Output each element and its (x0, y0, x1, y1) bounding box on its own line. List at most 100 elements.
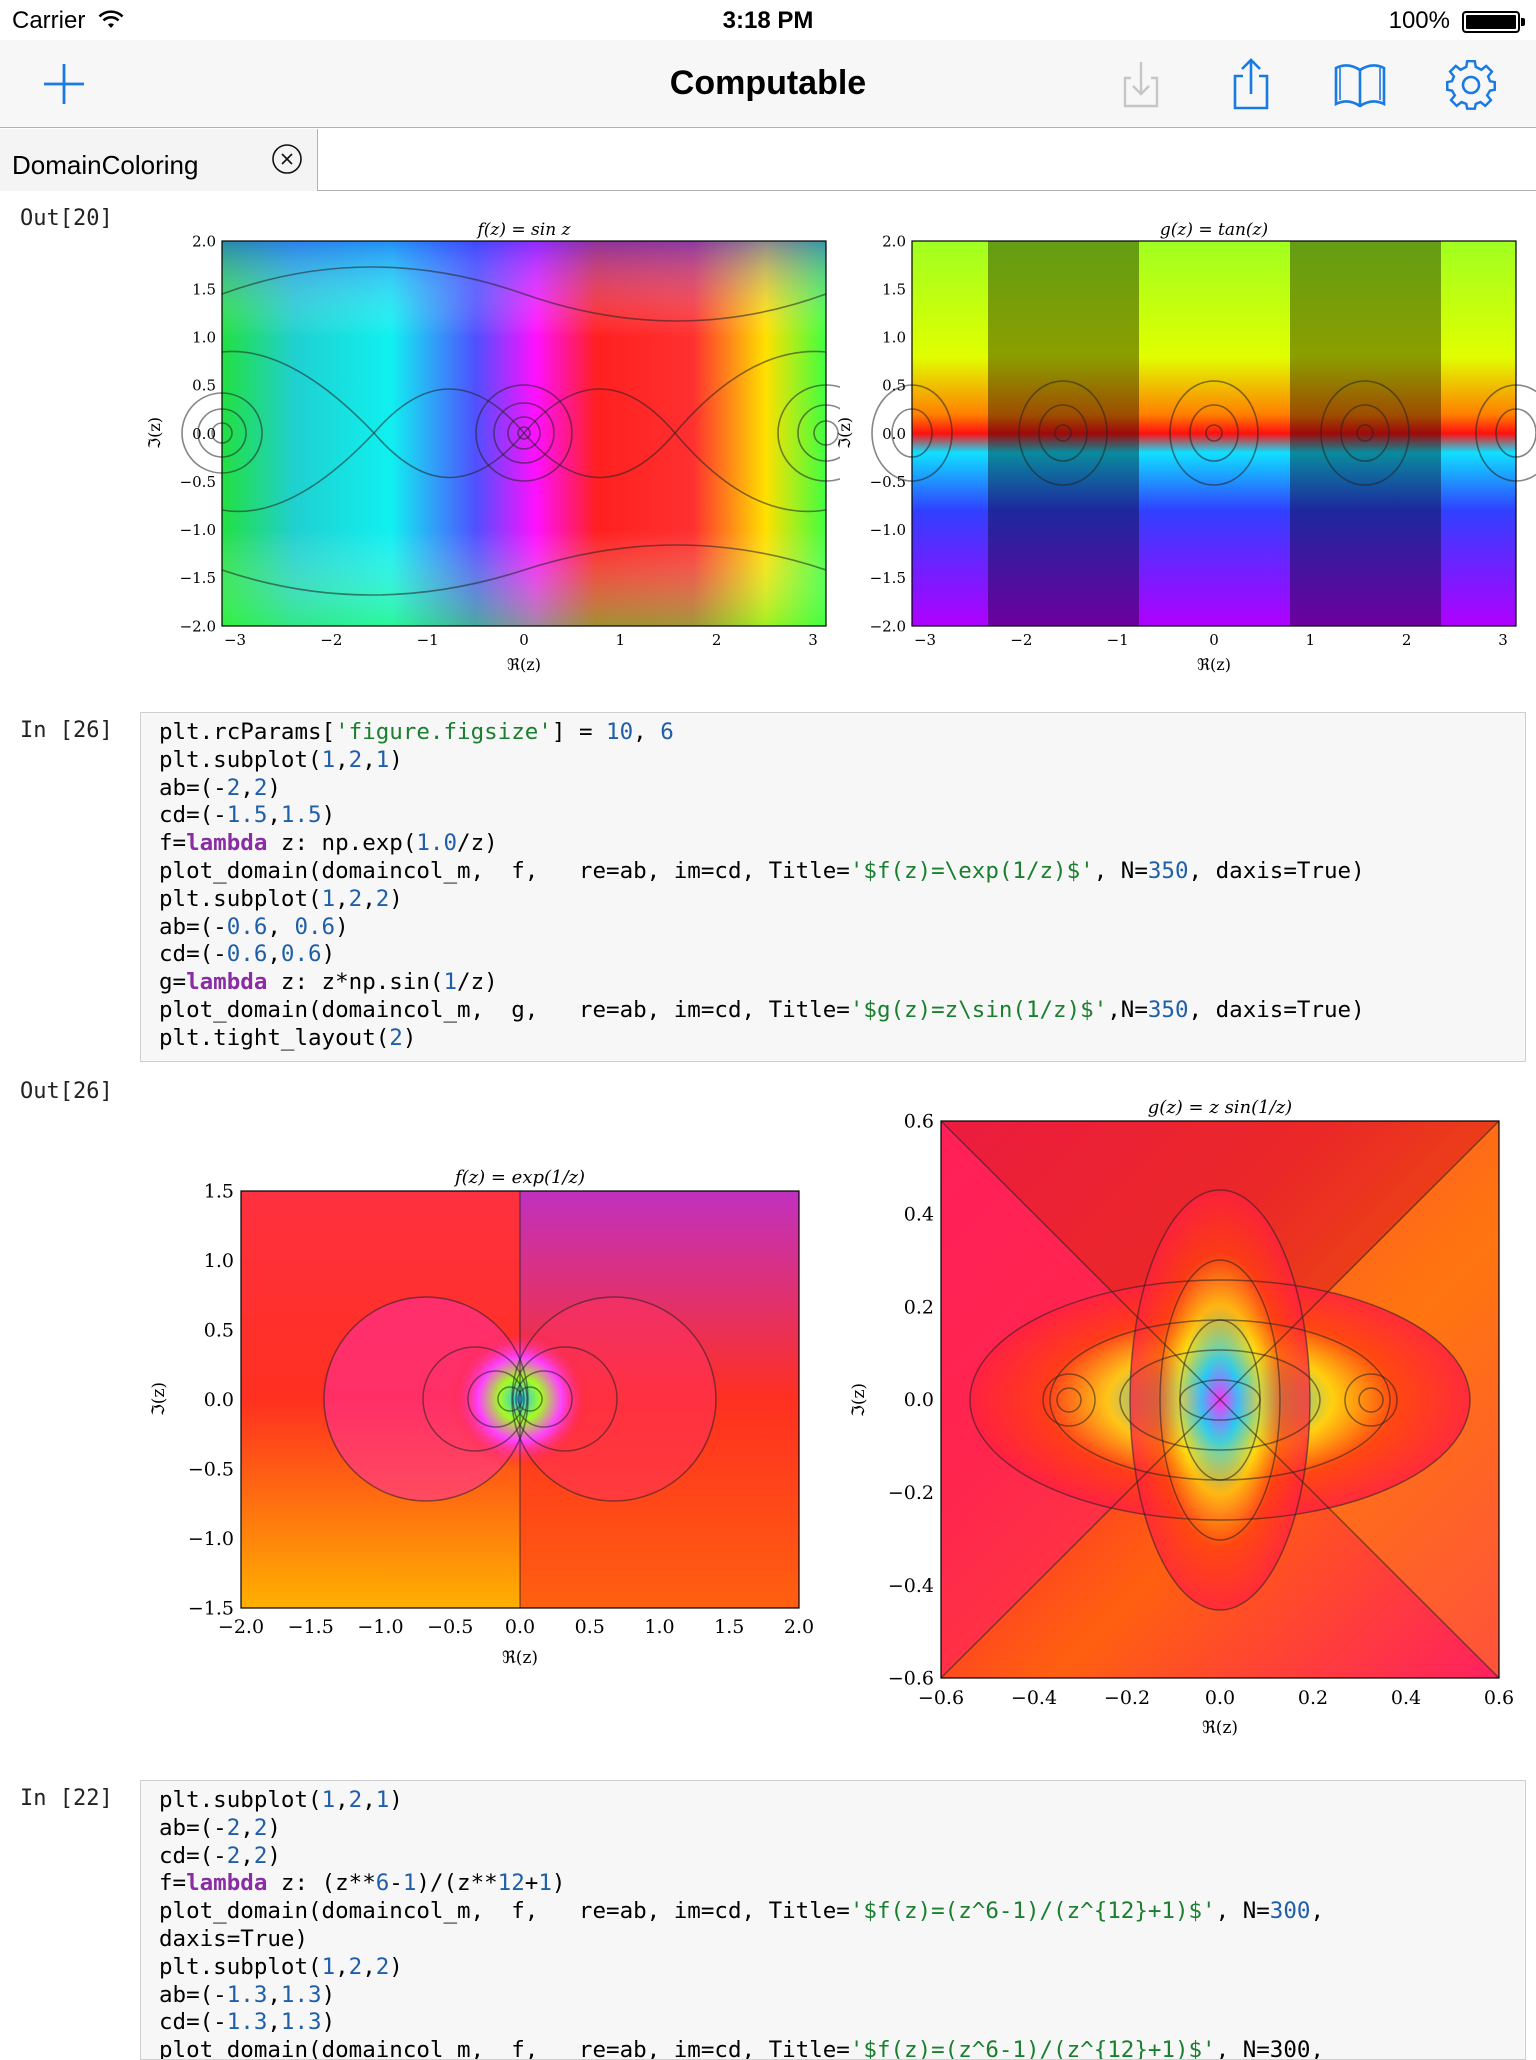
x-tick-label: 0.2 (1298, 1687, 1328, 1709)
y-tick-label: −1.5 (188, 1598, 234, 1620)
battery-percent: 100% (1388, 7, 1450, 34)
code-token: 0.6 (226, 941, 268, 968)
code-token: '$f(z)=(z^6-1)/(z^{12}+1)$' (849, 1898, 1216, 1925)
code-token: ) (551, 1870, 566, 1897)
x-tick-label: 1.5 (714, 1616, 744, 1638)
code-token: 6 (660, 719, 674, 745)
code-token: cd=(- (159, 1842, 227, 1869)
code-line: ab=(-2,2) (159, 1815, 1525, 1843)
input-prompt: In [22] (20, 1786, 113, 1811)
code-token: plt.subplot( (159, 885, 322, 912)
x-tick-label: −2.0 (218, 1616, 264, 1638)
plot-zsin: g(z) = z sin(1/z) ℜ(z) ℑ(z) −0.6 −0.4 −0.2… (850, 1097, 1514, 1738)
y-tick-label: 0.2 (904, 1296, 934, 1318)
code-token: ) (321, 802, 336, 829)
output-prompt: Out[20] (20, 206, 113, 231)
code-token: cd=(- (159, 802, 227, 829)
code-token: ) (402, 1024, 417, 1051)
code-token: , N=300, (1215, 2037, 1324, 2060)
code-token: plot_domain(domaincol_m, g, re=ab, im=cd… (159, 996, 850, 1023)
code-token: plot_domain(domaincol_m, f, re=ab, im=cd… (159, 2037, 850, 2060)
code-line: plt.subplot(1,2,1) (159, 1787, 1525, 1815)
code-token: 1 (402, 1870, 417, 1897)
code-cell-26[interactable]: plt.rcParams['figure.figsize'] = 10, 6 pl… (140, 712, 1526, 1062)
code-token: 1 (375, 746, 390, 773)
x-tick-label: −1.5 (288, 1616, 334, 1638)
x-tick-label: −2 (320, 631, 342, 649)
code-token: z: z*np.sin( (267, 969, 444, 996)
x-tick-label: 2 (1402, 631, 1412, 649)
x-tick-label: −1 (1107, 631, 1129, 649)
code-token: 2 (226, 774, 241, 801)
code-token: 2 (375, 1953, 390, 1980)
y-tick-label: −0.2 (888, 1482, 934, 1504)
code-token: , daxis=True) (1188, 857, 1365, 884)
y-tick-label: −0.6 (888, 1668, 934, 1690)
x-tick-label: 0.0 (505, 1616, 535, 1638)
code-token: ) (267, 1842, 281, 1869)
plus-icon[interactable] (34, 54, 94, 114)
y-tick-label: 0.5 (882, 377, 906, 395)
code-token: 1.3 (226, 2009, 268, 2036)
code-token: 1.3 (280, 2009, 322, 2036)
x-tick-label: 0.4 (1391, 1687, 1421, 1709)
tab-label: DomainColoring (12, 150, 199, 180)
code-line: plot_domain(domaincol_m, f, re=ab, im=cd… (159, 1898, 1525, 1926)
x-tick-label: 3 (808, 631, 818, 649)
y-tick-label: −1.5 (870, 569, 906, 587)
x-axis-label: ℜ(z) (507, 655, 541, 674)
code-token: 0.6 (226, 913, 268, 940)
plot-sin: f(z) = sin z ℜ(z) ℑ(z) −3 −2 −1 0 1 2 3 2.0 1.5… (145, 220, 840, 674)
y-tick-label: 2.0 (192, 232, 216, 250)
code-line: plt.tight_layout(2) (159, 1025, 1525, 1053)
code-token: 'figure.figsize' (335, 719, 552, 745)
code-token: 1.0 (416, 830, 458, 857)
code-token: f= (159, 830, 187, 857)
code-line: f=lambda z: (z**6-1)/(z**12+1) (159, 1870, 1525, 1898)
code-token: plt.subplot( (159, 1787, 322, 1813)
x-tick-label: 0.6 (1484, 1687, 1514, 1709)
status-bar: Carrier 3:18 PM 100% (0, 0, 1536, 40)
code-line: ab=(-1.3,1.3) (159, 1982, 1525, 2010)
code-line: cd=(-1.5,1.5) (159, 802, 1525, 830)
code-token: 1.3 (226, 1981, 268, 2008)
y-tick-label: 0.4 (904, 1203, 934, 1225)
plot-title: f(z) = sin z (475, 220, 571, 240)
code-token: , (240, 1842, 254, 1869)
code-token: , (240, 1814, 254, 1841)
y-tick-label: 0.5 (192, 377, 216, 395)
code-token: '$f(z)=\exp(1/z)$' (849, 857, 1094, 884)
code-token: 2 (253, 774, 268, 801)
code-line: plot_domain(domaincol_m, f, re=ab, im=cd… (159, 858, 1525, 886)
code-token: cd=(- (159, 2009, 227, 2036)
y-tick-label: −0.4 (888, 1575, 934, 1597)
code-token: 1 (321, 1953, 336, 1980)
y-axis-label: ℑ(z) (145, 417, 164, 449)
code-token: ,N= (1107, 996, 1148, 1023)
code-token: 0.6 (280, 941, 322, 968)
book-icon[interactable] (1330, 54, 1390, 114)
code-token: plt.rcParams[ (159, 719, 336, 745)
y-tick-label: 0.0 (192, 425, 216, 443)
code-token: 2 (348, 1953, 363, 1980)
y-tick-label: −1.0 (870, 521, 906, 539)
code-cell-22[interactable]: plt.subplot(1,2,1) ab=(-2,2) cd=(-2,2) f=la… (140, 1780, 1526, 2060)
x-tick-label: −0.2 (1104, 1687, 1150, 1709)
code-token: 300 (1269, 1898, 1311, 1925)
y-tick-label: 1.5 (204, 1181, 234, 1203)
gear-icon[interactable] (1441, 54, 1501, 114)
code-token: , (633, 719, 661, 745)
code-token: ab=(- (159, 774, 227, 801)
x-tick-label: 2 (712, 631, 722, 649)
code-token: ) (389, 746, 403, 773)
tab-domaincoloring[interactable]: DomainColoring (0, 129, 318, 191)
x-tick-label: 1.0 (644, 1616, 674, 1638)
y-tick-label: −0.5 (180, 473, 216, 491)
code-token: cd=(- (159, 941, 227, 968)
x-axis-label: ℜ(z) (1197, 655, 1231, 674)
y-tick-label: −2.0 (180, 617, 216, 635)
y-tick-label: 1.0 (204, 1250, 234, 1272)
download-icon[interactable] (1111, 54, 1171, 114)
close-tab-icon[interactable] (271, 143, 303, 175)
share-icon[interactable] (1221, 54, 1281, 114)
